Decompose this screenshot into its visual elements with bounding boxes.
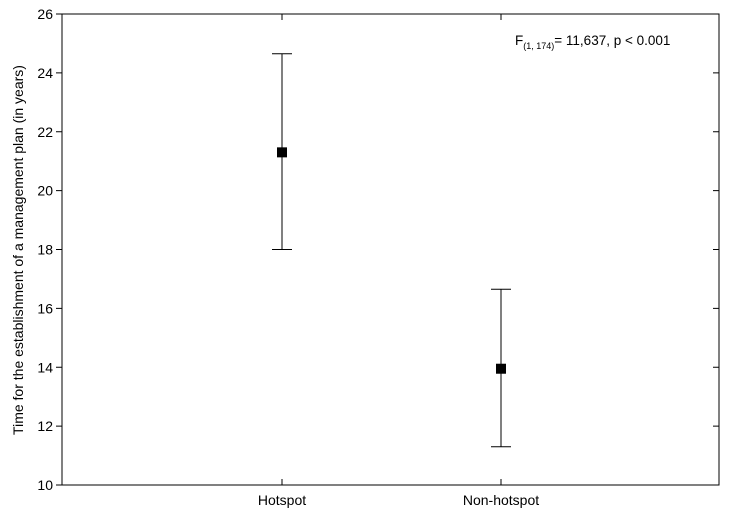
y-axis-label: Time for the establishment of a manageme… xyxy=(10,65,26,435)
annotation-rest: = 11,637, p < 0.001 xyxy=(554,33,670,48)
y-tick-label: 10 xyxy=(37,477,53,493)
y-tick-label: 26 xyxy=(37,6,53,22)
plot-frame xyxy=(61,13,720,486)
y-tick-label: 22 xyxy=(37,124,53,140)
mean-marker xyxy=(496,363,506,374)
y-tick-label: 24 xyxy=(37,65,53,81)
y-tick-label: 12 xyxy=(37,418,53,434)
annotation-f: F xyxy=(515,33,523,48)
y-tick-label: 16 xyxy=(37,300,53,316)
y-axis: 10 12 14 16 18 20 22 24 26 xyxy=(37,6,719,493)
x-tick-label: Hotspot xyxy=(258,492,306,508)
x-tick-label: Non-hotspot xyxy=(463,492,539,508)
stats-annotation: F(1, 174)= 11,637, p < 0.001 xyxy=(515,33,670,51)
annotation-subscript: (1, 174) xyxy=(523,41,554,51)
mean-marker xyxy=(277,147,287,158)
y-tick-label: 20 xyxy=(37,183,53,199)
plot-marks xyxy=(272,53,511,448)
x-axis: Hotspot Non-hotspot xyxy=(258,14,539,508)
y-tick-label: 14 xyxy=(37,359,53,375)
y-tick-label: 18 xyxy=(37,242,53,258)
